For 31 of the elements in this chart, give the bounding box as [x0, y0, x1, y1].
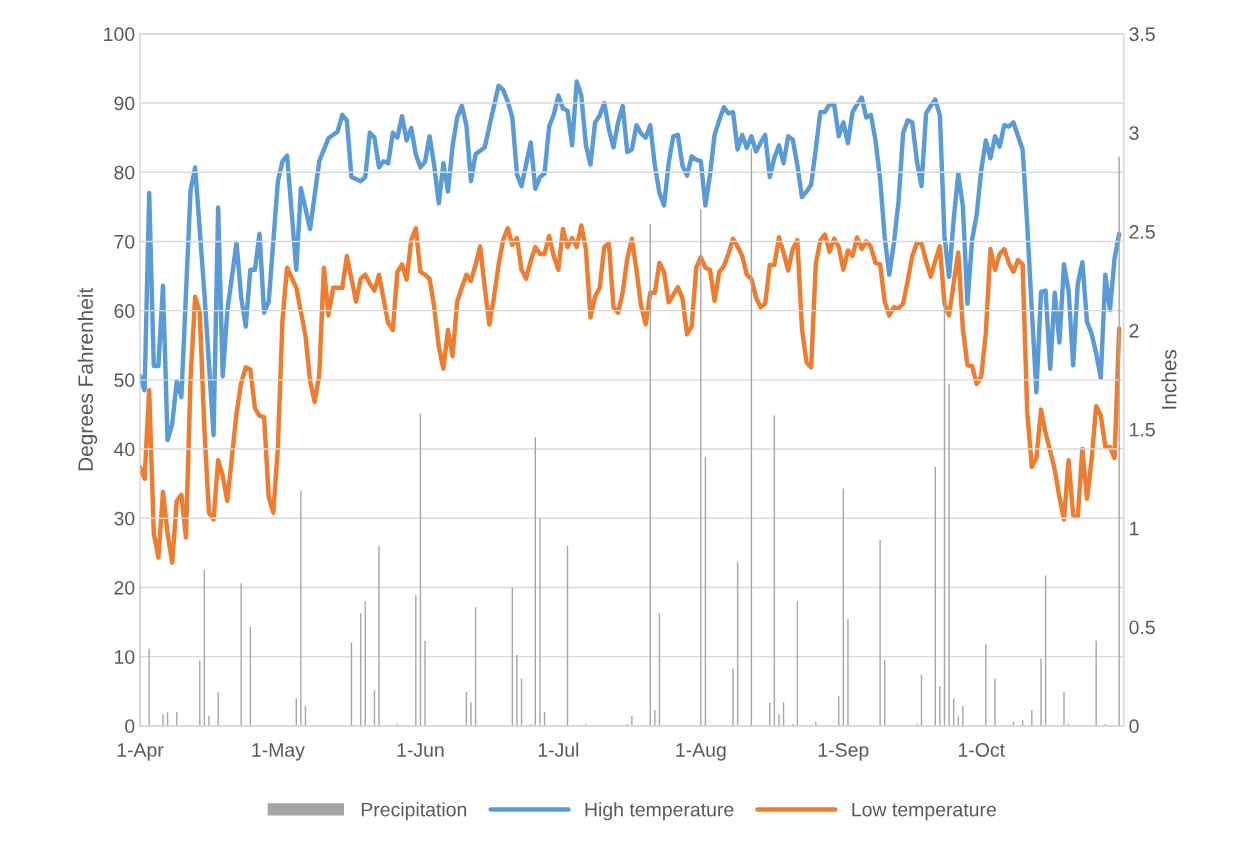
y-tick-label: 90 — [114, 96, 135, 111]
y2-tick-label: 3.5 — [1129, 27, 1155, 42]
y2-tick-label: 0 — [1129, 719, 1139, 734]
y2-axis-title: Inches — [1161, 349, 1177, 409]
x-tick-label: 1-May — [252, 743, 305, 761]
y2-tick-label: 2 — [1129, 323, 1139, 338]
y-tick-label: 50 — [114, 373, 135, 388]
y2-tick-label: 1.5 — [1130, 422, 1155, 437]
x-tick-label: 1-Oct — [958, 743, 1005, 757]
y2-tick-label: 1 — [1130, 521, 1139, 536]
y-tick-label: 30 — [114, 511, 135, 526]
y-tick-label: 60 — [114, 304, 135, 318]
y2-tick-label: 0.5 — [1129, 620, 1155, 635]
y-tick-label: 70 — [114, 234, 135, 249]
y-tick-label: 0 — [125, 719, 135, 734]
legend-label: Low temperature — [852, 802, 996, 821]
y-tick-label: 100 — [104, 27, 135, 42]
x-tick-label: 1-Jul — [538, 742, 579, 757]
y-axis-title: Degrees Fahrenheit — [77, 287, 98, 471]
legend-label: High temperature — [585, 802, 734, 821]
x-tick-label: 1-Jun — [397, 743, 444, 757]
y-tick-label: 10 — [115, 650, 135, 664]
y-tick-label: 80 — [114, 165, 135, 180]
y2-tick-label: 2.5 — [1129, 225, 1155, 239]
y-tick-label: 20 — [114, 580, 135, 595]
x-tick-label: 1-Aug — [676, 743, 726, 761]
y2-tick-label: 3 — [1129, 126, 1139, 140]
x-tick-label: 1-Sep — [818, 743, 869, 761]
y-tick-label: 40 — [113, 442, 135, 457]
legend-label: Precipitation — [361, 802, 467, 821]
x-tick-label: 1-Apr — [117, 743, 164, 761]
